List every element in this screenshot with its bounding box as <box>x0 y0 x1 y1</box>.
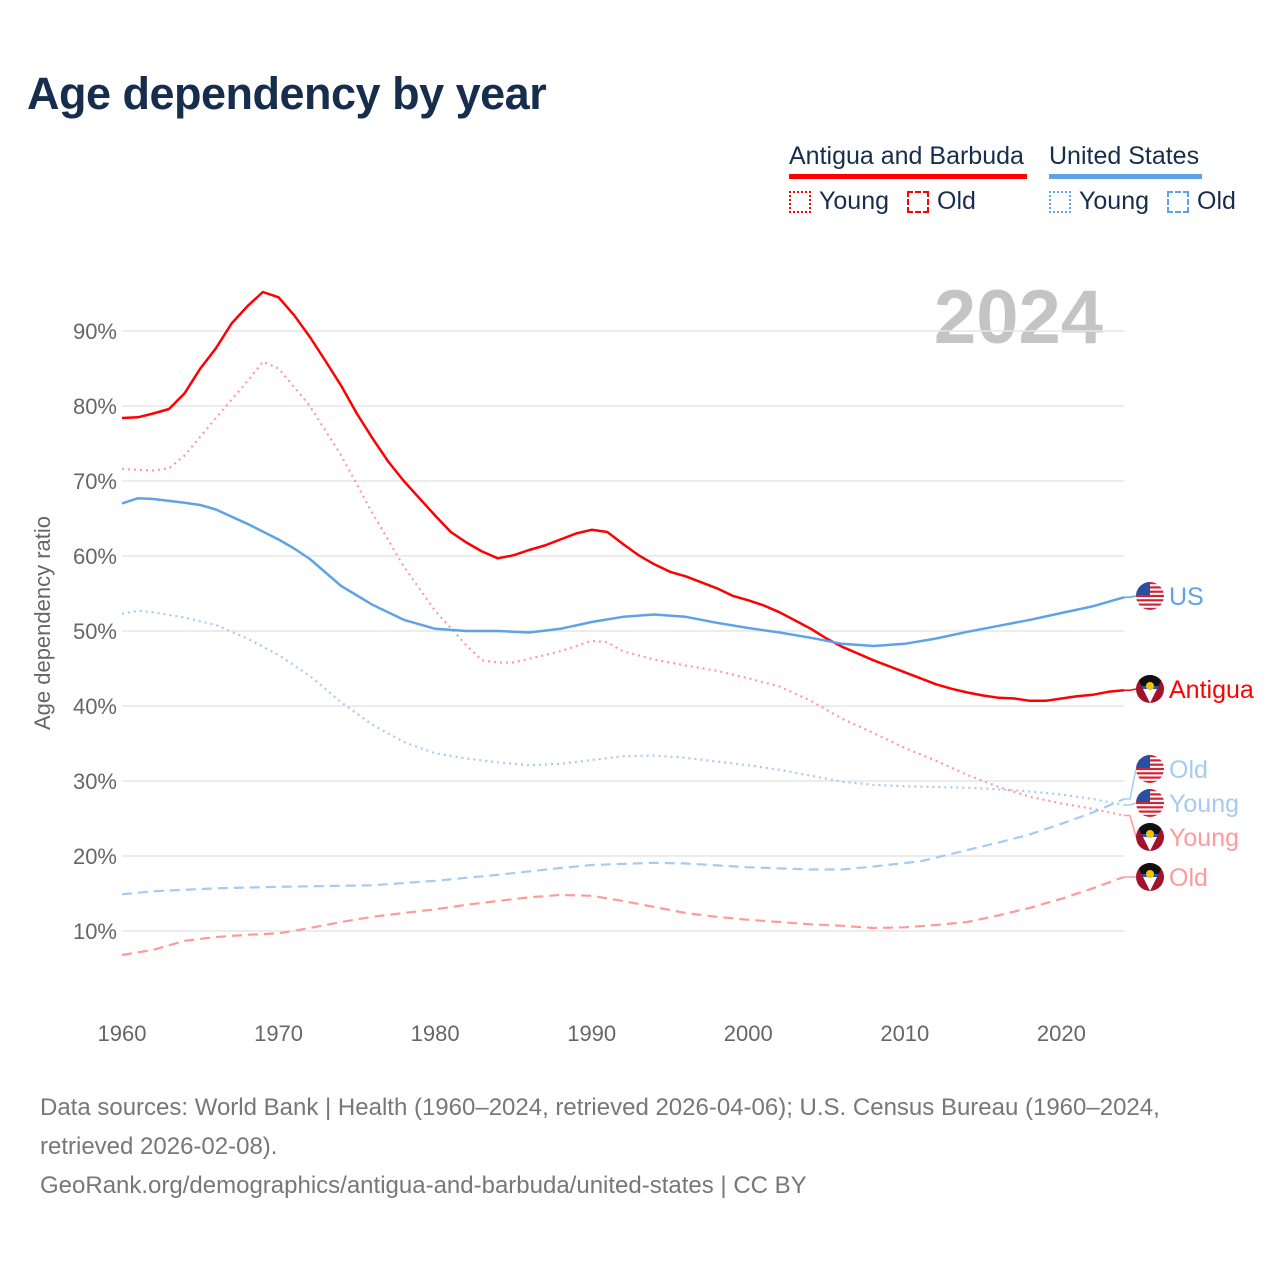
y-tick-label: 20% <box>73 844 117 869</box>
end-label: Young <box>1169 790 1239 818</box>
end-label: US <box>1169 583 1204 611</box>
y-tick-label: 40% <box>73 694 117 719</box>
x-tick-label: 1960 <box>98 1021 147 1046</box>
attribution-link[interactable]: GeoRank.org/demographics/antigua-and-bar… <box>40 1172 807 1199</box>
flag-stripe <box>1136 801 1164 805</box>
us-flag-icon <box>1136 582 1164 610</box>
flag-stripe <box>1136 780 1164 783</box>
flag-stripe <box>1136 776 1164 779</box>
x-tick-label: 1990 <box>567 1021 616 1046</box>
x-tick-label: 2020 <box>1037 1021 1086 1046</box>
flag-stripe <box>1136 599 1164 602</box>
legend-united-states[interactable]: United States Young Old <box>1049 142 1236 216</box>
legend-country-name: Antigua and Barbuda <box>789 142 1024 170</box>
x-tick-label: 2000 <box>724 1021 773 1046</box>
end-label: Old <box>1169 756 1208 784</box>
line-chart: 2024 10% 20% 30% 40% 50% 60% 70% 80% 90% 1960 1970… <box>30 275 1254 1046</box>
legend-antigua[interactable]: Antigua and Barbuda Young Old <box>789 142 1027 216</box>
dashed-swatch-icon <box>907 190 929 213</box>
flag-body <box>1136 863 1164 891</box>
legend-young: Young <box>1079 187 1149 215</box>
chart-title: Age dependency by year <box>27 68 547 119</box>
end-label-connector <box>1124 768 1137 800</box>
legend-old: Old <box>1197 187 1236 215</box>
end-label-connector <box>1124 688 1137 691</box>
flag-white <box>1143 689 1157 703</box>
end-label: Antigua <box>1169 676 1254 704</box>
antigua-flag-icon <box>1136 863 1164 891</box>
y-tick-label: 50% <box>73 619 117 644</box>
flag-canton <box>1136 755 1150 768</box>
series-line-antigua <box>121 290 1125 703</box>
flag-sun <box>1146 870 1154 878</box>
y-tick-label: 70% <box>73 469 117 494</box>
flag-white <box>1143 877 1157 891</box>
flag-stripe <box>1136 810 1164 813</box>
antigua-flag-icon <box>1136 823 1164 851</box>
year-watermark: 2024 <box>934 275 1103 360</box>
end-label-connector <box>1124 595 1137 598</box>
flag-sun <box>1146 830 1154 838</box>
series-line-antigua-young <box>121 360 1125 817</box>
flag-body <box>1136 789 1164 817</box>
end-label-connector <box>1124 802 1137 806</box>
dashed-swatch-icon <box>1167 190 1189 213</box>
y-tick-label: 60% <box>73 544 117 569</box>
footer: Data sources: World Bank | Health (1960–… <box>40 1088 1250 1205</box>
data-sources: Data sources: World Bank | Health (1960–… <box>40 1094 1160 1160</box>
flag-canton <box>1136 582 1150 595</box>
series-line-antigua-old <box>121 875 1125 957</box>
y-tick-label: 10% <box>73 919 117 944</box>
flag-white <box>1143 837 1157 851</box>
dotted-swatch-icon <box>1049 190 1071 213</box>
series-line-us-old <box>121 797 1125 896</box>
us-flag-icon <box>1136 789 1164 817</box>
legend-old: Old <box>937 187 976 215</box>
y-axis-label: Age dependency ratio <box>30 516 55 730</box>
legend-young: Young <box>819 187 889 215</box>
end-label: Old <box>1169 864 1208 892</box>
flag-stripe <box>1136 594 1164 598</box>
flag-stripe <box>1136 607 1164 610</box>
flag-stripe <box>1136 814 1164 817</box>
legend-country-name: United States <box>1049 142 1200 170</box>
legend-color-bar <box>789 174 1027 179</box>
series-line-us <box>121 497 1125 648</box>
us-flag-icon <box>1136 755 1164 783</box>
flag-stripe <box>1136 806 1164 809</box>
flag-body <box>1136 755 1164 783</box>
flag-stripe <box>1136 772 1164 775</box>
end-label-connector <box>1124 814 1137 838</box>
flag-body <box>1136 823 1164 851</box>
y-tick-label: 90% <box>73 319 117 344</box>
flag-canton <box>1136 789 1150 802</box>
end-label: Young <box>1169 824 1239 852</box>
series-line-us-young <box>121 609 1125 807</box>
y-tick-label: 30% <box>73 769 117 794</box>
x-tick-label: 2010 <box>880 1021 929 1046</box>
flag-stripe <box>1136 603 1164 606</box>
dotted-swatch-icon <box>789 190 811 213</box>
flag-stripe <box>1136 767 1164 771</box>
y-tick-label: 80% <box>73 394 117 419</box>
legend-color-bar <box>1049 174 1202 179</box>
flag-body <box>1136 675 1164 703</box>
x-tick-label: 1970 <box>254 1021 303 1046</box>
antigua-flag-icon <box>1136 675 1164 703</box>
flag-body <box>1136 582 1164 610</box>
x-tick-label: 1980 <box>411 1021 460 1046</box>
flag-sun <box>1146 682 1154 690</box>
